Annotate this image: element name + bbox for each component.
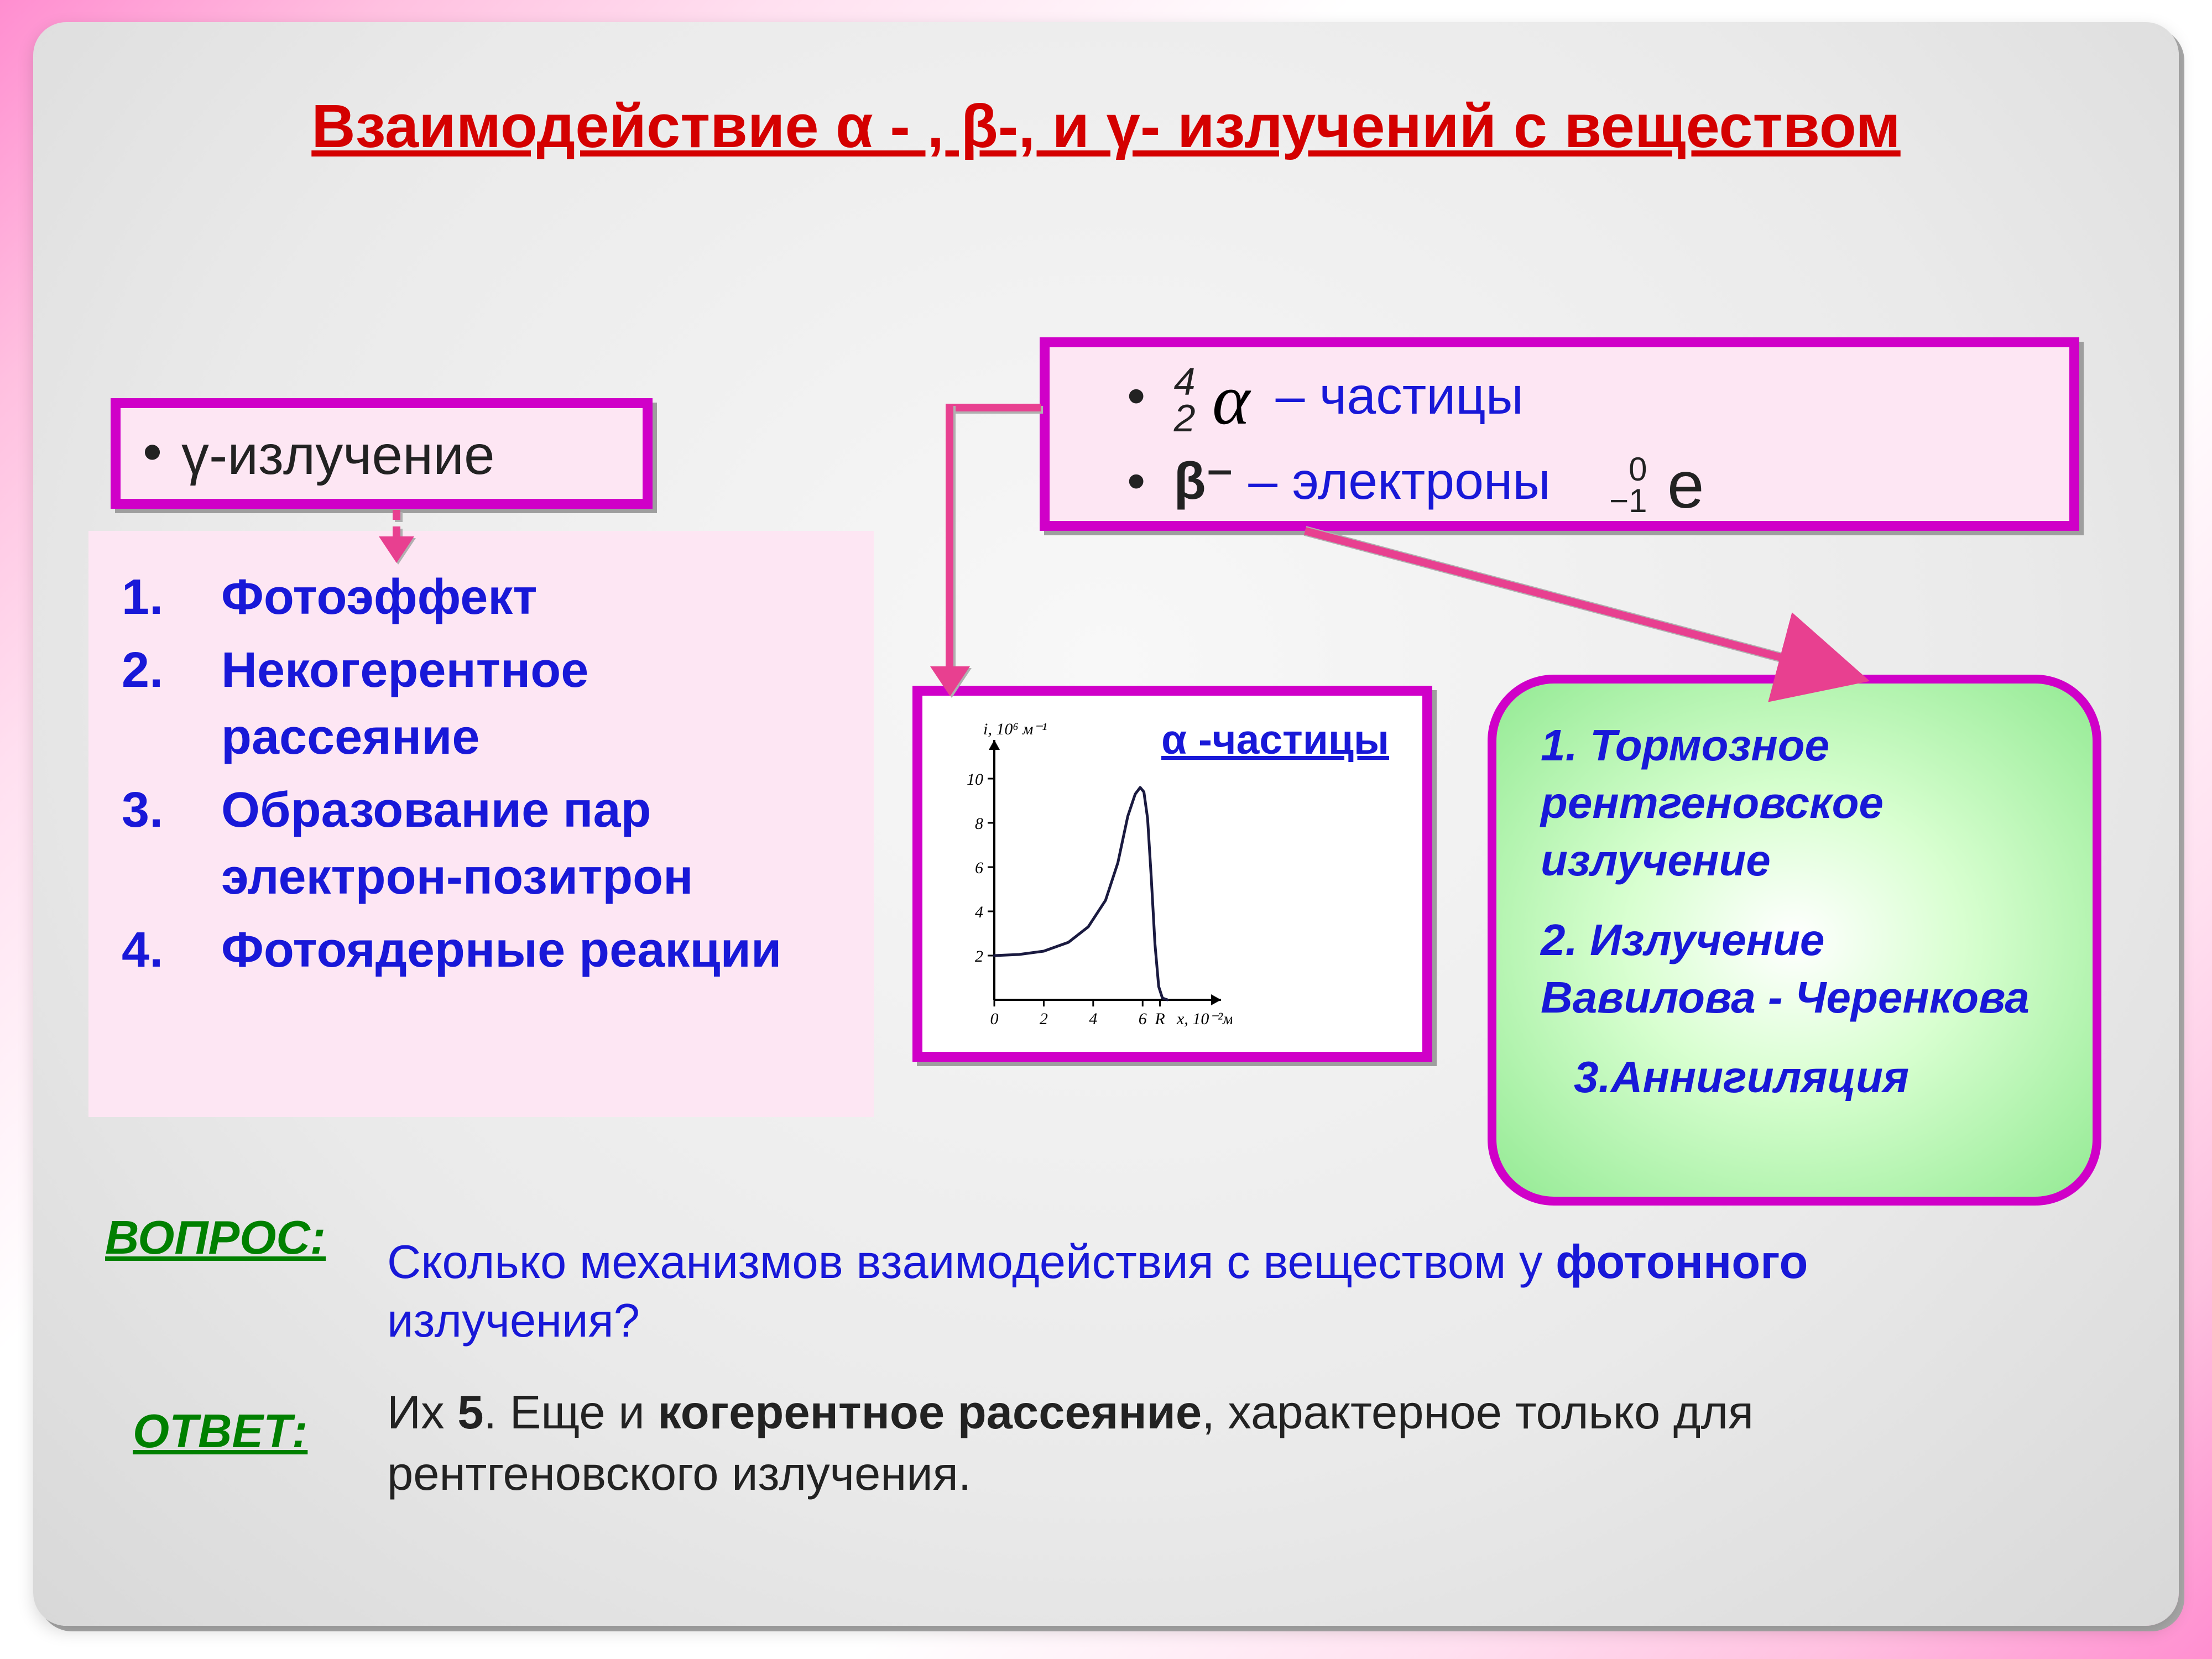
- alpha-mass-charge: 4 2: [1174, 363, 1196, 437]
- svg-text:6: 6: [1139, 1010, 1147, 1028]
- alpha-symbol: α: [1212, 358, 1250, 441]
- e-charge: −1: [1609, 482, 1647, 519]
- alpha-chart-svg: 2468100246Ri, 10⁶ м⁻¹x, 10⁻²м: [945, 712, 1232, 1044]
- svg-text:4: 4: [1089, 1010, 1097, 1028]
- beta-mechanisms-list: 1. Тормозное рентгеновское излучение 2. …: [1488, 675, 2101, 1206]
- question-text: Сколько механизмов взаимодействия с веще…: [387, 1233, 1880, 1351]
- svg-text:4: 4: [975, 903, 983, 921]
- electron-symbol: e: [1667, 447, 1704, 523]
- bullet-icon: •: [1127, 367, 1145, 425]
- beta-item-3: 3.Аннигиляция: [1574, 1048, 2048, 1106]
- svg-text:i, 10⁶ м⁻¹: i, 10⁶ м⁻¹: [983, 720, 1047, 738]
- alpha-text: – частицы: [1276, 367, 1524, 425]
- beta-item-1: 1. Тормозное рентгеновское излучение: [1541, 717, 2048, 889]
- svg-text:2: 2: [1040, 1010, 1048, 1028]
- gamma-item-3: Образование пар электрон-позитрон: [221, 777, 841, 911]
- bullet-icon: •: [1127, 452, 1145, 510]
- alpha-charge: 2: [1174, 397, 1196, 440]
- beta-row: • β⁻ – электроны 0 −1 e: [1127, 447, 2036, 524]
- arrow-alpha-to-chart-h: [946, 404, 1041, 411]
- alpha-row: • 4 2 α – частицы: [1127, 358, 2036, 447]
- beta-item-2: 2. Излучение Вавилова - Черенкова: [1541, 911, 2048, 1026]
- gamma-box-label: γ-излучение: [181, 424, 495, 486]
- arrow-head-icon: [379, 536, 414, 563]
- svg-text:6: 6: [975, 859, 983, 877]
- svg-text:R: R: [1154, 1010, 1165, 1028]
- gamma-item-2: Некогерентное рассеяние: [221, 637, 841, 771]
- arrow-alpha-to-chart-v: [946, 404, 953, 669]
- arrow-gamma-to-list: [393, 526, 400, 536]
- beta-label: β⁻: [1174, 452, 1234, 510]
- gamma-item-4: Фотоядерные реакции: [221, 917, 841, 984]
- svg-text:2: 2: [975, 947, 983, 966]
- particles-box: • 4 2 α – частицы • β⁻ – электроны 0 −1 …: [1040, 337, 2079, 531]
- svg-text:10: 10: [967, 770, 983, 789]
- arrow-head-icon: [930, 666, 970, 696]
- arrow-beta-to-list: [1305, 531, 1886, 686]
- slide-panel: Взаимодействие α - , β-, и γ- излучений …: [33, 22, 2179, 1626]
- slide-title: Взаимодействие α - , β-, и γ- излучений …: [33, 88, 2179, 165]
- gamma-item-1: Фотоэффект: [221, 564, 841, 632]
- answer-text: Их 5. Еще и когерентное рассеяние, харак…: [387, 1383, 2074, 1505]
- alpha-chart-box: α -частицы 2468100246Ri, 10⁶ м⁻¹x, 10⁻²м: [912, 686, 1432, 1062]
- answer-label: ОТВЕТ:: [133, 1405, 307, 1459]
- svg-text:x, 10⁻²м: x, 10⁻²м: [1176, 1010, 1232, 1028]
- beta-text: – электроны: [1248, 452, 1550, 510]
- svg-text:8: 8: [975, 815, 983, 833]
- svg-text:0: 0: [990, 1010, 999, 1028]
- electron-mass-charge: 0 −1: [1609, 453, 1647, 517]
- gamma-box: γ-излучение: [111, 398, 653, 509]
- arrow-gamma-to-list: [393, 510, 400, 520]
- gamma-mechanisms-list: Фотоэффект Некогерентное рассеяние Образ…: [88, 531, 874, 1117]
- question-label: ВОПРОС:: [105, 1211, 326, 1265]
